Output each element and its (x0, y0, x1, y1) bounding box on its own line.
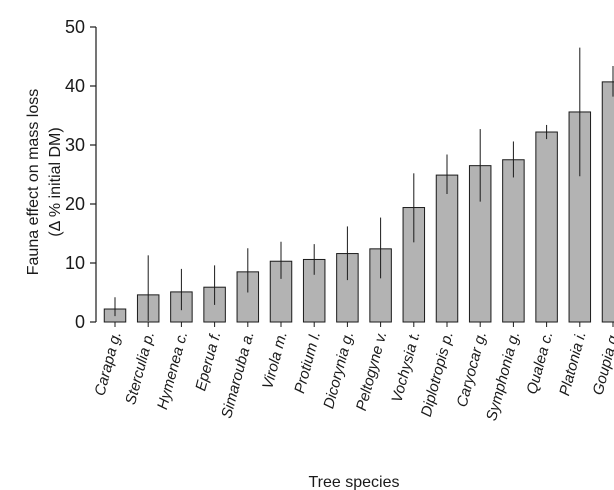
y-tick-label: 40 (65, 76, 85, 96)
y-tick-label: 10 (65, 253, 85, 273)
category-label: Goupia g. (590, 330, 614, 397)
category-label: Simarouba a. (218, 330, 258, 421)
y-axis: 0 10 20 30 40 50 (65, 17, 97, 332)
x-axis-title: Tree species (309, 474, 400, 490)
category-label: Caryocar g. (454, 330, 490, 409)
category-label: Symphonia g. (483, 330, 523, 423)
category-label: Dicorynia g. (320, 330, 357, 411)
category-label: Protium l. (291, 330, 324, 396)
y-axis-title-line1: Fauna effect on mass loss (25, 89, 42, 275)
category-label: Platonia i. (556, 330, 589, 398)
category-label: Vochysia t. (388, 330, 423, 405)
category-label: Peltogyne v. (353, 330, 391, 413)
bar (601, 81, 614, 323)
category-label: Sterculia p. (122, 330, 158, 407)
bar (535, 131, 558, 323)
category-label: Carapa g. (91, 330, 124, 398)
y-axis-title-line2: (Δ % initial DM) (47, 127, 64, 236)
category-label: Eperua f. (192, 330, 224, 393)
category-label: Virola m. (259, 330, 291, 391)
y-tick-label: 20 (65, 194, 85, 214)
y-tick-label: 30 (65, 135, 85, 155)
bar (502, 159, 525, 323)
error-bars (114, 47, 614, 321)
category-label: Qualea c. (523, 330, 556, 396)
category-labels: Carapa g.Sterculia p.Hymenea c. Eperua f.… (91, 322, 614, 423)
y-tick-label: 50 (65, 17, 85, 37)
bars (103, 81, 614, 323)
y-tick-label: 0 (75, 312, 85, 332)
category-label: Hymenea c. (154, 330, 191, 412)
bar (435, 174, 459, 323)
category-label: Diplotropis p. (418, 330, 457, 419)
